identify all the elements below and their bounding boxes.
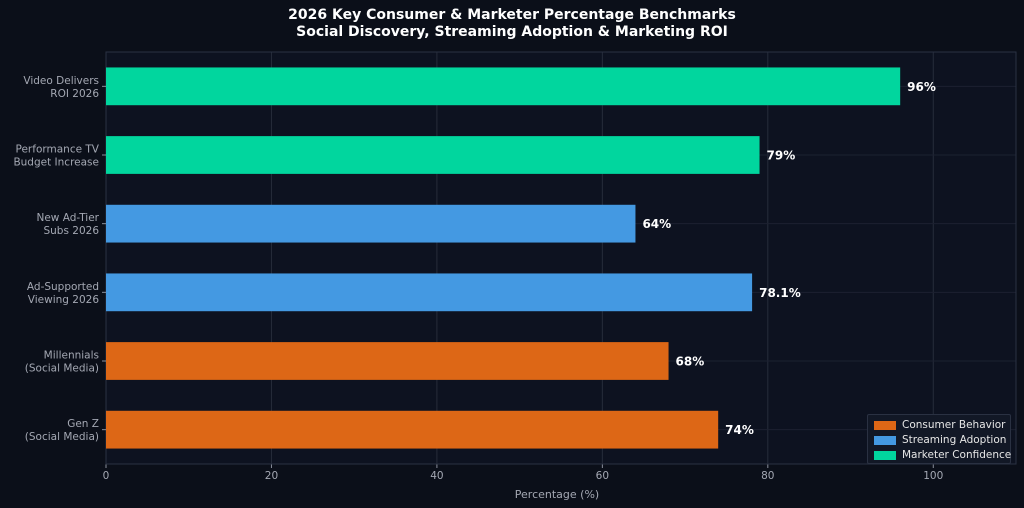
bar-millennials-social-media xyxy=(106,342,669,380)
category-label-video-delivers-roi-2026: Video Delivers ROI 2026 xyxy=(23,75,99,100)
category-label-line: (Social Media) xyxy=(25,363,99,375)
legend-label-streaming-adoption: Streaming Adoption xyxy=(902,434,1007,446)
category-label-line: Viewing 2026 xyxy=(28,294,100,306)
x-tick-label: 40 xyxy=(430,470,443,482)
x-tick-label: 80 xyxy=(761,470,774,482)
legend-label-marketer-confidence: Marketer Confidence xyxy=(902,449,1012,461)
x-axis-label: Percentage (%) xyxy=(515,488,599,501)
value-label-video-delivers-roi-2026: 96% xyxy=(907,80,936,94)
value-label-performance-tv-budget-increase: 79% xyxy=(767,149,796,163)
value-label-millennials-social-media: 68% xyxy=(676,355,705,369)
x-tick-label: 60 xyxy=(596,470,609,482)
legend-swatch-consumer-behavior xyxy=(874,420,896,430)
chart-subtitle: Social Discovery, Streaming Adoption & M… xyxy=(296,24,728,40)
category-label-gen-z-social-media: Gen Z (Social Media) xyxy=(25,418,99,443)
bar-gen-z-social-media xyxy=(106,410,719,449)
category-label-new-ad-tier-subs-2026: New Ad-Tier Subs 2026 xyxy=(36,212,99,237)
category-label-line: ROI 2026 xyxy=(50,88,99,100)
category-label-line: Millennials xyxy=(44,350,99,362)
category-label-line: Ad-Supported xyxy=(27,281,99,293)
bar-new-ad-tier-subs-2026 xyxy=(106,204,636,243)
legend-label-consumer-behavior: Consumer Behavior xyxy=(902,419,1006,431)
value-label-gen-z-social-media: 74% xyxy=(725,423,754,437)
category-label-line: New Ad-Tier xyxy=(36,212,99,224)
category-label-line: (Social Media) xyxy=(25,431,99,443)
plot-frame xyxy=(105,51,1017,465)
legend-item-marketer-confidence: Marketer Confidence xyxy=(874,448,1011,462)
legend-item-streaming-adoption: Streaming Adoption xyxy=(874,433,1006,447)
bar-ad-supported-viewing-2026 xyxy=(106,273,753,312)
chart-title: 2026 Key Consumer & Marketer Percentage … xyxy=(288,7,736,23)
value-label-ad-supported-viewing-2026: 78.1% xyxy=(759,286,801,300)
category-label-line: Video Delivers xyxy=(23,75,99,87)
category-label-line: Gen Z xyxy=(67,418,99,430)
x-tick-label: 0 xyxy=(103,470,110,482)
category-label-ad-supported-viewing-2026: Ad-Supported Viewing 2026 xyxy=(27,281,99,306)
bar-performance-tv-budget-increase xyxy=(106,136,760,174)
legend-swatch-marketer-confidence xyxy=(874,450,896,460)
category-label-line: Performance TV xyxy=(16,144,100,156)
x-tick-label: 100 xyxy=(923,470,943,482)
legend: Consumer Behavior Streaming Adoption Mar… xyxy=(867,414,1011,464)
category-label-line: Budget Increase xyxy=(13,157,99,169)
bar-video-delivers-roi-2026 xyxy=(106,67,901,106)
category-label-millennials-social-media: Millennials (Social Media) xyxy=(25,350,99,375)
category-label-performance-tv-budget-increase: Performance TV Budget Increase xyxy=(13,144,99,169)
legend-item-consumer-behavior: Consumer Behavior xyxy=(874,418,1006,432)
value-label-new-ad-tier-subs-2026: 64% xyxy=(642,217,671,231)
category-label-line: Subs 2026 xyxy=(43,225,99,237)
legend-swatch-streaming-adoption xyxy=(874,435,896,445)
x-tick-label: 20 xyxy=(265,470,278,482)
plot-area xyxy=(106,52,1016,464)
